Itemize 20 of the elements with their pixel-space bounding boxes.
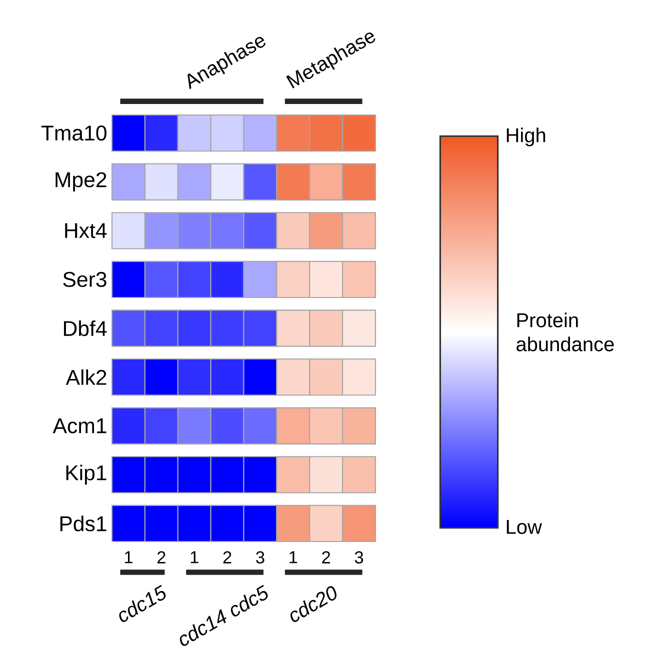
y-tick-label: Acm1 [52, 418, 106, 434]
y-tick-label: Alk2 [66, 369, 106, 385]
x-tick-label: 3 [354, 551, 364, 564]
x-tick-label: 2 [223, 551, 232, 564]
x-tick-label: 2 [157, 551, 166, 564]
x-tick-label: 1 [190, 551, 198, 564]
color-bar-title: Protein abundance [516, 312, 614, 352]
y-tick-label: Dbf4 [64, 320, 107, 336]
x-tick-label: 1 [290, 551, 298, 564]
color-bar-label: Low [506, 520, 542, 534]
x-tick-label: 2 [322, 551, 330, 564]
x-tick-label: 1 [124, 551, 132, 564]
y-tick-label: Tma10 [41, 126, 106, 141]
color-bar-label: High [506, 128, 546, 146]
y-tick-label: Mpe2 [56, 172, 106, 192]
y-tick-label: Kip1 [66, 464, 106, 485]
y-tick-label: Pds1 [60, 516, 106, 532]
x-tick-label: 3 [256, 551, 264, 564]
y-tick-label: Ser3 [63, 272, 106, 288]
y-tick-label: Hxt4 [65, 223, 107, 238]
